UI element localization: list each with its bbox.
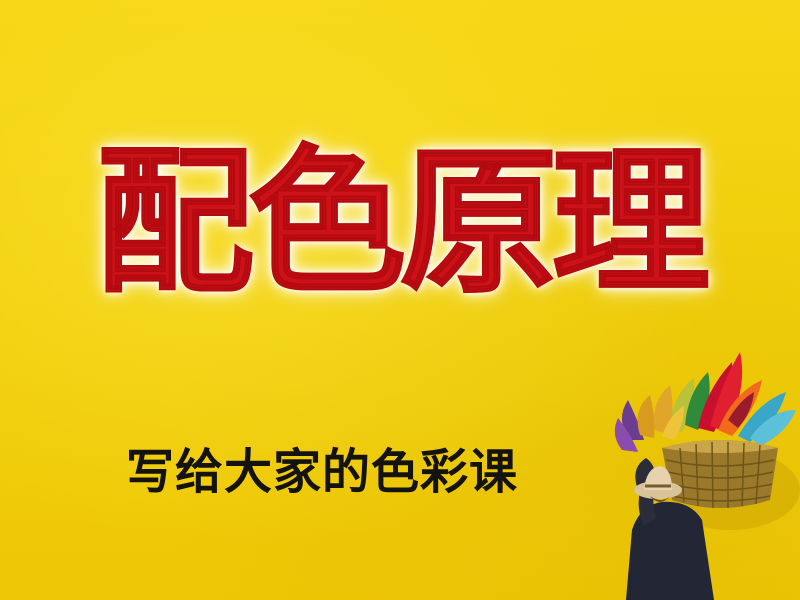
dried-flowers [614, 352, 796, 452]
wicker-basket [662, 440, 778, 509]
woman-figure [626, 458, 714, 600]
woman-carrying-flower-basket-image [614, 352, 800, 600]
cover-subtitle: 写给大家的色彩课 [126, 444, 519, 500]
cover-title: 配色原理 [95, 130, 711, 316]
